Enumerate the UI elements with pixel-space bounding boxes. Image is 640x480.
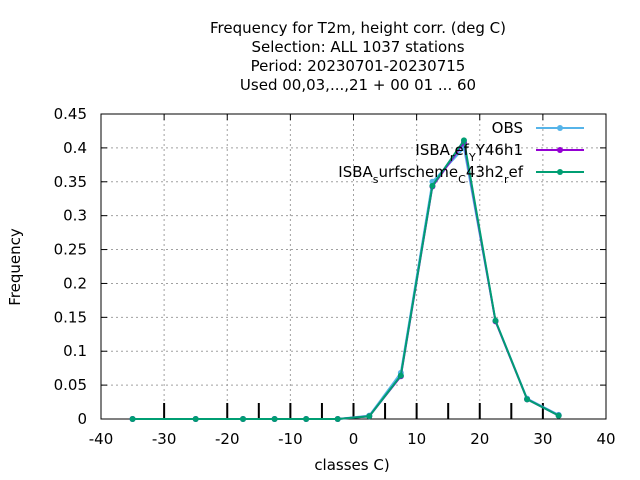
y-tick-label: 0.35 (54, 173, 87, 191)
y-tick-label: 0.15 (54, 308, 87, 326)
legend-label: OBS (492, 119, 523, 137)
x-tick-label: -30 (152, 430, 177, 448)
legend-label: ISBArefYY46h1 (415, 141, 523, 164)
x-tick-label: -40 (89, 430, 114, 448)
title-line-3: Period: 20230701-20230715 (251, 57, 466, 75)
x-tick-label: 10 (407, 430, 426, 448)
y-tick-label: 0.2 (63, 274, 87, 292)
series-layer (129, 137, 562, 422)
data-point (397, 372, 404, 379)
grid (101, 114, 606, 419)
x-tick-label: 40 (596, 430, 615, 448)
data-point (429, 182, 436, 189)
data-point (492, 317, 499, 324)
x-axis-label: classes C) (314, 456, 389, 474)
x-tick-label: 30 (533, 430, 552, 448)
data-point (303, 416, 310, 422)
y-axis-ticks: 0 0.05 0.1 0.15 0.2 0.25 0.3 0.35 0.4 0.45 (54, 105, 606, 428)
y-tick-label: 0.45 (54, 105, 87, 123)
y-tick-label: 0 (77, 410, 87, 428)
title-line-1: Frequency for T2m, height corr. (deg C) (210, 19, 506, 37)
data-point (366, 413, 373, 420)
legend-label: ISBAsurfschemeC43h2ref (338, 163, 523, 186)
title-line-4: Used 00,03,...,21 + 00 01 ... 60 (240, 76, 476, 94)
title-line-2: Selection: ALL 1037 stations (251, 38, 464, 56)
series-2 (129, 137, 562, 422)
x-tick-label: 0 (349, 430, 359, 448)
legend-entry: ISBArefYY46h1 (415, 141, 584, 164)
data-point (240, 416, 247, 422)
y-axis-label: Frequency (6, 228, 24, 306)
y-tick-label: 0.4 (63, 139, 87, 157)
chart-title: Frequency for T2m, height corr. (deg C) … (210, 19, 506, 94)
x-tick-label: -20 (215, 430, 240, 448)
y-tick-label: 0.1 (63, 342, 87, 360)
data-point (555, 412, 562, 419)
legend-marker (557, 125, 563, 131)
x-tick-label: -10 (278, 430, 303, 448)
legend-entry: ISBAsurfschemeC43h2ref (338, 163, 584, 186)
x-axis-ticks: -40 -30 -20 -10 0 10 20 30 40 (89, 114, 616, 448)
y-tick-label: 0.3 (63, 207, 87, 225)
data-point (524, 396, 531, 403)
legend-marker (557, 169, 563, 175)
data-point (129, 416, 136, 422)
series-line (132, 139, 560, 420)
x-tick-label: 20 (470, 430, 489, 448)
data-point (460, 137, 467, 144)
data-point (271, 416, 278, 422)
y-tick-label: 0.25 (54, 241, 87, 259)
legend-entry: OBS (492, 119, 584, 137)
data-point (334, 416, 341, 422)
legend-marker (557, 147, 563, 153)
y-tick-label: 0.05 (54, 376, 87, 394)
data-point (192, 416, 199, 422)
